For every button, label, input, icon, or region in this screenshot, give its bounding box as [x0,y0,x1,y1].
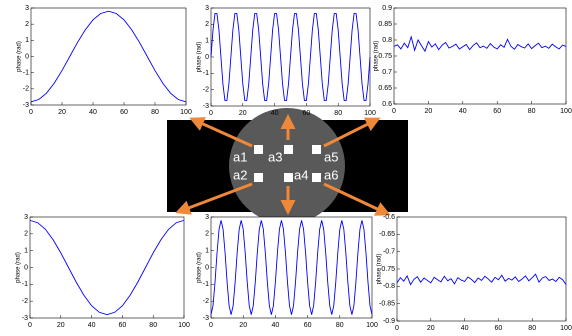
x-tick-label: 0 [395,325,399,331]
x-tick-label: 100 [180,109,192,116]
y-tick-label: -0.9 [383,318,395,325]
y-axis-label: phase (rad) [197,252,203,283]
y-tick-label: -0.85 [379,301,395,308]
y-tick-label: 3 [24,214,28,221]
y-tick-label: 0 [205,54,209,61]
y-tick-label: 0 [205,264,209,271]
x-tick-label: 100 [364,110,376,117]
y-tick-label: -2 [22,298,28,305]
roi-label: a5 [324,149,338,164]
y-tick-label: -0.6 [383,214,395,221]
y-tick-label: 0.9 [382,5,392,12]
y-tick-label: 2 [205,21,209,28]
y-axis-label: phase (rad) [377,254,383,285]
x-tick-label: 0 [28,322,32,329]
y-tick-label: 0.8 [382,37,392,44]
figure: a1 a2 a3 a4 a5 a6 020406080100-3-2-10123… [0,0,572,331]
x-tick-label: 80 [149,322,157,329]
y-tick-label: 2 [205,231,209,238]
y-tick-label: 3 [205,5,209,12]
x-tick-label: 20 [58,109,66,116]
y-axis-label: phase (rad) [197,42,203,73]
y-tick-label: -1 [203,70,209,77]
plot-area [211,217,372,318]
x-tick-label: 80 [528,108,536,115]
x-tick-label: 60 [303,110,311,117]
y-tick-label: -2 [203,87,209,94]
x-tick-label: 60 [493,108,501,115]
x-tick-label: 20 [425,108,433,115]
x-tick-label: 100 [560,325,572,331]
x-tick-label: 100 [366,322,378,329]
y-axis-label: phase (rad) [374,41,380,72]
x-tick-label: 20 [239,110,247,117]
y-tick-label: -3 [23,102,29,109]
x-tick-label: 60 [120,109,128,116]
y-axis-label: phase (rad) [16,252,22,283]
page: {"chart_data": [ {"type": "line", "ylabe… [0,0,572,336]
x-tick-label: 40 [88,322,96,329]
y-axis-label: phase (rad) [17,41,23,72]
y-tick-label: -3 [203,315,209,322]
x-tick-label: 80 [151,109,159,116]
x-tick-label: 20 [57,322,65,329]
y-tick-label: 1 [205,248,209,255]
x-tick-label: 0 [209,322,213,329]
roi-label: a3 [268,149,282,164]
roi-label: a4 [294,167,308,182]
y-tick-label: 2 [24,231,28,238]
x-tick-label: 20 [239,322,247,329]
y-tick-label: 2 [25,21,29,28]
y-tick-label: 0 [25,53,29,60]
y-tick-label: 1 [25,37,29,44]
x-tick-label: 40 [461,325,469,331]
y-tick-label: -1 [23,70,29,77]
x-tick-label: 0 [29,109,33,116]
roi-label: a1 [233,149,247,164]
x-tick-label: 40 [272,322,280,329]
y-tick-label: -3 [22,315,28,322]
y-tick-label: 3 [205,214,209,221]
y-tick-label: 0.7 [382,69,392,76]
y-tick-label: -3 [203,103,209,110]
y-tick-label: 0 [24,264,28,271]
x-tick-label: 60 [119,322,127,329]
y-tick-label: -1 [22,281,28,288]
x-tick-label: 40 [89,109,97,116]
y-tick-label: -0.65 [379,231,395,238]
y-tick-label: 0.65 [378,85,392,92]
y-tick-label: 0.75 [378,53,392,60]
x-tick-label: 60 [495,325,503,331]
y-tick-label: 1 [24,248,28,255]
x-tick-label: 40 [459,108,467,115]
y-tick-label: 1 [205,38,209,45]
x-tick-label: 0 [392,108,396,115]
y-tick-label: 3 [25,5,29,12]
x-tick-label: 20 [427,325,435,331]
y-tick-label: -2 [203,298,209,305]
y-tick-label: -0.8 [383,283,395,290]
plot-area [30,217,184,318]
plot-area [397,217,566,321]
x-tick-label: 100 [178,322,190,329]
y-tick-label: -2 [23,86,29,93]
plot-area [31,8,186,105]
x-tick-label: 0 [209,110,213,117]
y-tick-label: 0.6 [382,101,392,108]
x-tick-label: 100 [560,108,572,115]
roi-label: a2 [233,167,247,182]
plot-area [394,8,566,104]
x-tick-label: 60 [304,322,312,329]
y-tick-label: -0.7 [383,249,395,256]
x-tick-label: 80 [528,325,536,331]
x-tick-label: 40 [271,110,279,117]
x-tick-label: 80 [336,322,344,329]
y-tick-label: 0.85 [378,21,392,28]
roi-label: a6 [324,167,338,182]
y-tick-label: -1 [203,281,209,288]
x-tick-label: 80 [334,110,342,117]
